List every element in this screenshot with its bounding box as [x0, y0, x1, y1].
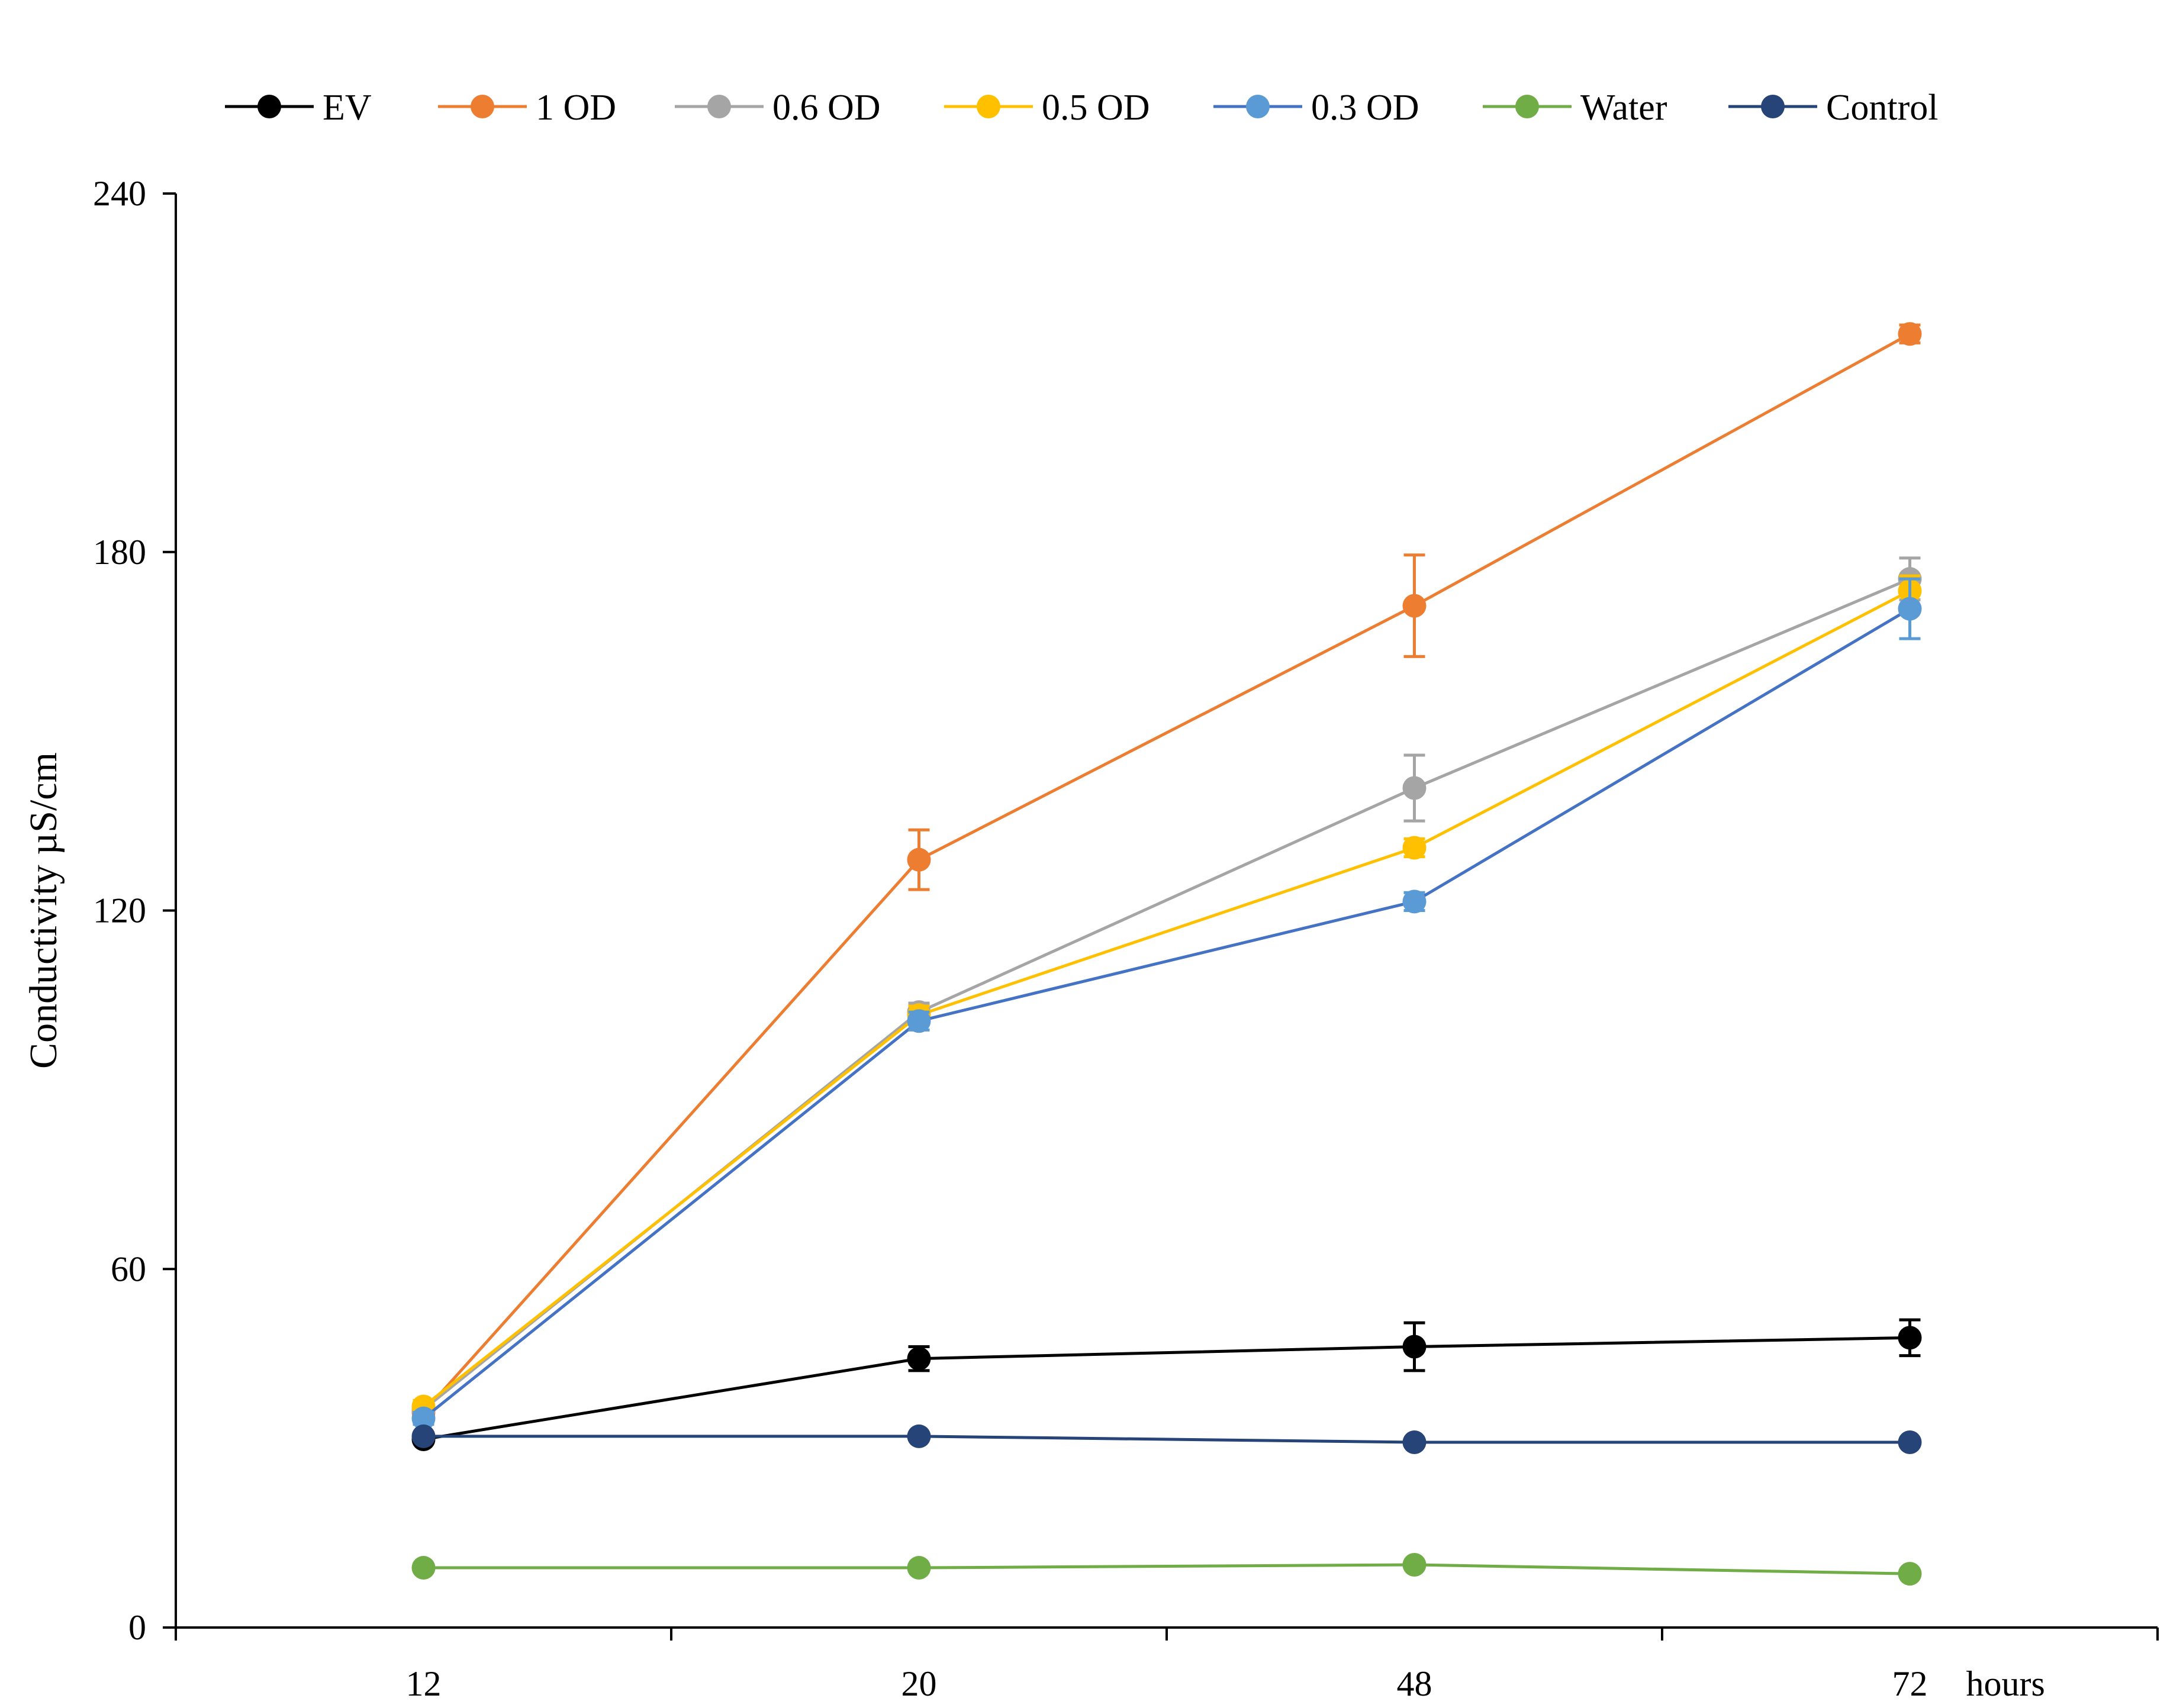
x-tick-label: 48	[1397, 1664, 1432, 1703]
series-line	[423, 1435, 1910, 1444]
series-water	[411, 1552, 1922, 1586]
legend-label: Water	[1580, 88, 1667, 128]
legend-label: EV	[323, 88, 372, 128]
legend-item-1-od: 1 OD	[438, 88, 616, 128]
legend-item-control: Control	[1728, 88, 1938, 128]
series-line	[423, 1336, 1910, 1441]
y-tick-label: 180	[93, 533, 146, 572]
legend-label: 0.3 OD	[1311, 88, 1419, 128]
x-tick-label: 20	[901, 1664, 937, 1703]
legend-item-water: Water	[1483, 88, 1667, 128]
data-point	[1402, 594, 1427, 618]
legend-swatch-marker	[257, 95, 281, 118]
x-axis-ticks: 12 20 48 72	[175, 1628, 2159, 1703]
series-line	[422, 333, 1911, 1414]
data-point	[1402, 890, 1427, 914]
legend-item-0-5-od: 0.5 OD	[944, 88, 1150, 128]
legend-item-ev: EV	[225, 88, 372, 128]
data-point	[1402, 836, 1427, 860]
data-point	[1898, 597, 1922, 621]
data-point	[1402, 1430, 1427, 1455]
y-axis-ticks: 0 60 120 180 240	[93, 174, 176, 1647]
data-point	[907, 847, 931, 872]
y-axis-title: Conductivity µS/cm	[22, 752, 65, 1069]
legend: EV 1 OD 0.6 OD 0.5 OD 0.3 OD Water Control	[225, 88, 1938, 128]
x-axis-title: hours	[1966, 1664, 2045, 1703]
legend-label: 1 OD	[536, 88, 616, 128]
data-point	[411, 1556, 436, 1580]
legend-item-0-3-od: 0.3 OD	[1213, 88, 1419, 128]
series-line	[423, 1563, 1910, 1575]
series-0-3-od	[411, 577, 1922, 1430]
series-0-6-od	[411, 556, 1922, 1422]
legend-item-0-6-od: 0.6 OD	[675, 88, 881, 128]
data-point	[1898, 322, 1922, 346]
series-layer	[411, 322, 1922, 1586]
series-ev	[411, 1318, 1922, 1451]
y-tick-label: 0	[128, 1608, 146, 1647]
x-tick-label: 12	[406, 1664, 442, 1703]
legend-swatch-marker	[977, 95, 1000, 118]
data-point	[907, 1424, 931, 1448]
series-control	[411, 1424, 1922, 1455]
data-point	[907, 1346, 931, 1371]
data-point	[411, 1406, 436, 1430]
series-0-5-od	[411, 574, 1922, 1419]
x-tick-label: 72	[1892, 1664, 1928, 1703]
y-tick-label: 240	[93, 174, 146, 213]
data-point	[1898, 1430, 1922, 1455]
series-1-od	[411, 322, 1922, 1425]
series-line	[422, 589, 1911, 1408]
legend-label: Control	[1826, 88, 1938, 128]
data-point	[1898, 1326, 1922, 1350]
data-point	[907, 1009, 931, 1033]
data-point	[1402, 776, 1427, 800]
data-point	[907, 1556, 931, 1580]
legend-label: 0.6 OD	[772, 88, 881, 128]
legend-swatch-marker	[1761, 95, 1785, 118]
legend-swatch-marker	[471, 95, 494, 118]
legend-swatch-marker	[707, 95, 731, 118]
data-point	[411, 1424, 436, 1448]
series-line	[422, 607, 1911, 1420]
data-point	[1402, 1335, 1427, 1359]
y-tick-label: 60	[111, 1249, 146, 1288]
data-point	[1402, 1552, 1427, 1577]
y-tick-label: 120	[93, 891, 146, 930]
series-line	[422, 577, 1911, 1411]
legend-swatch-marker	[1515, 95, 1539, 118]
data-point	[1898, 1562, 1922, 1586]
axes: 0 60 120 180 240 12 20 48 72	[93, 174, 2159, 1703]
legend-label: 0.5 OD	[1042, 88, 1150, 128]
legend-swatch-marker	[1246, 95, 1270, 118]
